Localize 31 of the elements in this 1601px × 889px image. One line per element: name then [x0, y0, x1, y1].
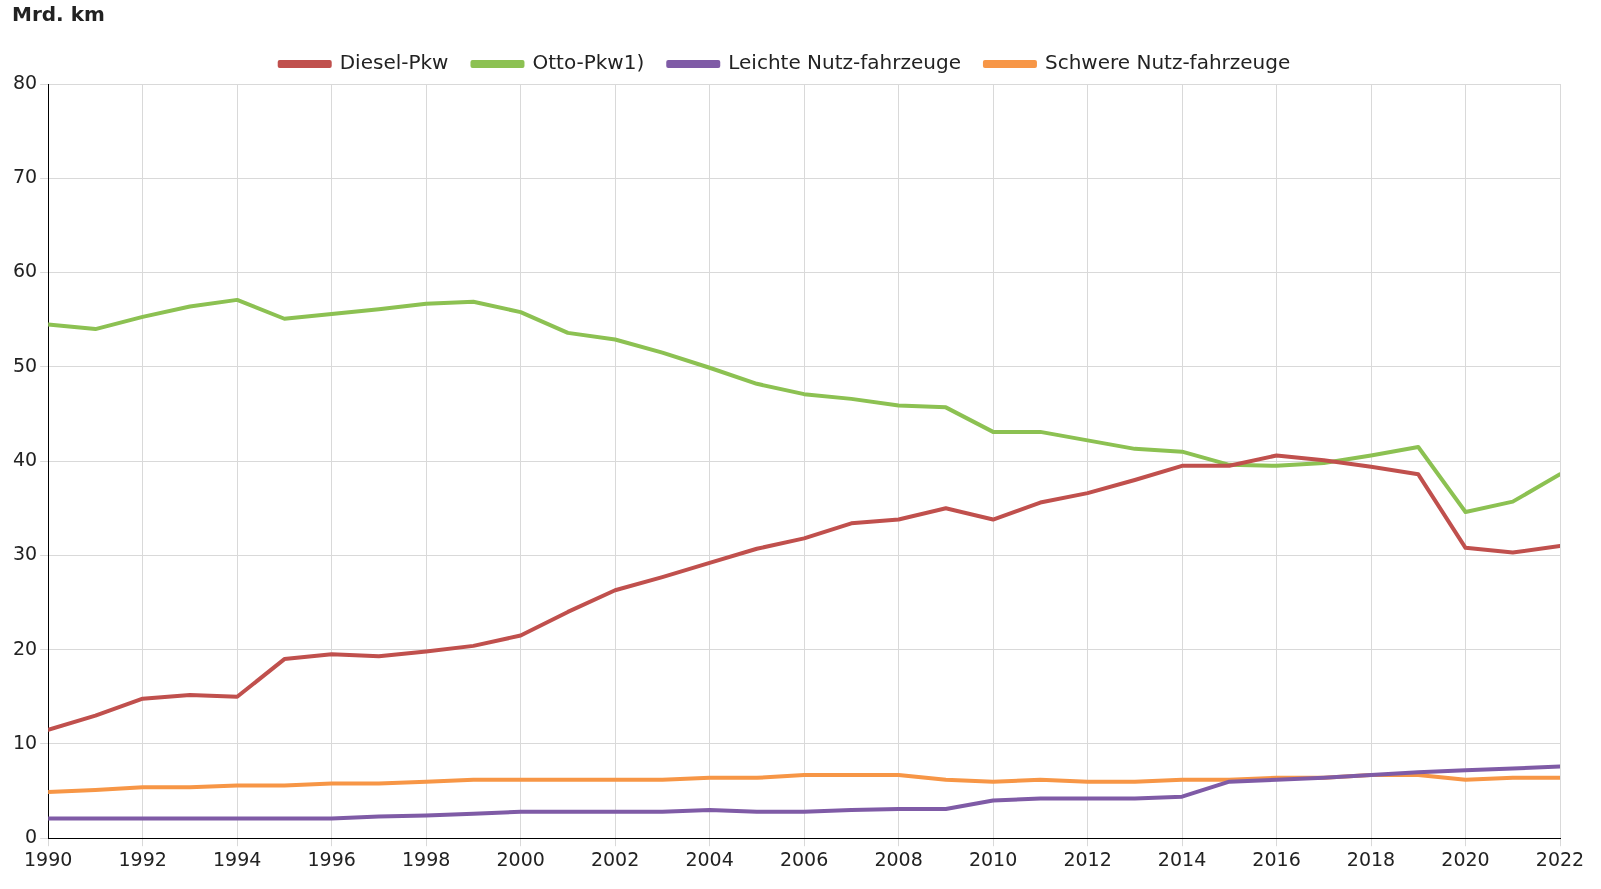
- x-tick-label: 2010: [968, 847, 1018, 870]
- x-tick-label: 2014: [1157, 847, 1207, 870]
- y-tick-label: 20: [12, 636, 38, 659]
- x-tick-label: 2004: [685, 847, 734, 870]
- x-tick-label: 2008: [874, 847, 923, 870]
- x-tick-label: 1998: [401, 847, 451, 870]
- x-tick-label: 2018: [1346, 847, 1396, 870]
- x-tick-label: 1992: [118, 847, 167, 870]
- x-tick-label: 2000: [496, 847, 545, 870]
- y-tick-label: 30: [12, 542, 38, 565]
- x-tick-label: 2006: [779, 847, 829, 870]
- x-tick-label: 2022: [1535, 847, 1585, 870]
- legend-label: Schwere Nutz-fahrzeuge: [1044, 50, 1291, 75]
- x-tick-label: 2020: [1441, 847, 1490, 870]
- legend-label: Diesel-Pkw: [339, 50, 449, 75]
- x-tick-label: 1990: [24, 847, 73, 870]
- legend-label: Otto-Pkw1): [532, 50, 645, 75]
- y-tick-label: 80: [12, 70, 38, 93]
- y-tick-label: 40: [12, 448, 38, 471]
- y-axis-title: Mrd. km: [12, 2, 105, 27]
- x-tick-label: 2016: [1252, 847, 1301, 870]
- x-tick-label: 1994: [212, 847, 262, 870]
- x-tick-label: 1996: [307, 847, 356, 870]
- x-tick-label: 2012: [1063, 847, 1112, 870]
- x-tick-label: 2002: [590, 847, 640, 870]
- y-tick-label: 10: [12, 730, 38, 753]
- legend-label: Leichte Nutz-fahrzeuge: [728, 50, 961, 75]
- y-tick-label: 50: [12, 353, 38, 376]
- y-tick-label: 70: [12, 165, 38, 188]
- y-tick-label: 60: [12, 259, 38, 282]
- y-tick-label: 0: [25, 825, 38, 848]
